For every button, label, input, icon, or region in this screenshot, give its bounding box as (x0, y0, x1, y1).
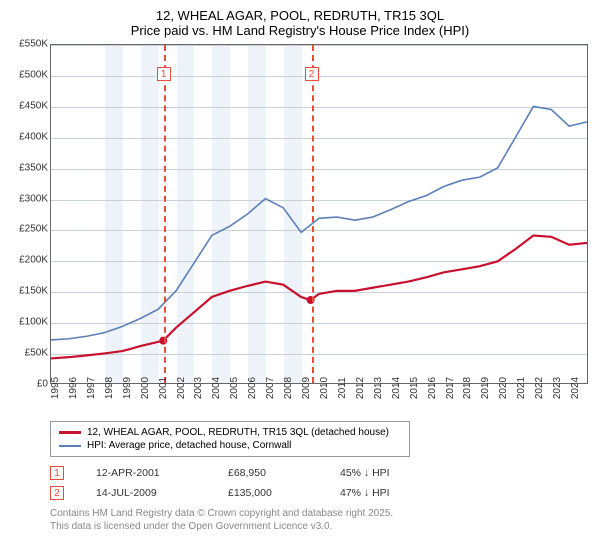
transaction-marker: 2 (50, 486, 64, 500)
x-tick-label: 2007 (265, 377, 276, 399)
x-tick-label: 2024 (570, 377, 581, 399)
x-tick-label: 2019 (480, 377, 491, 399)
marker-box: 2 (305, 67, 319, 81)
x-tick-label: 2023 (552, 377, 563, 399)
y-tick-label: £450K (19, 100, 48, 111)
x-tick-label: 1996 (68, 377, 79, 399)
title-line1: 12, WHEAL AGAR, POOL, REDRUTH, TR15 3QL (12, 8, 588, 23)
x-tick-label: 2021 (516, 377, 527, 399)
transaction-row: 1 12-APR-2001 £68,950 45% ↓ HPI (50, 463, 588, 483)
y-tick-label: £150K (19, 286, 48, 297)
x-tick-label: 2008 (283, 377, 294, 399)
series-hpi (51, 106, 587, 340)
transaction-date: 12-APR-2001 (96, 467, 196, 479)
series-price_paid (51, 235, 587, 358)
plot: 12 (50, 44, 588, 384)
y-tick-label: £250K (19, 224, 48, 235)
transaction-date: 14-JUL-2009 (96, 487, 196, 499)
legend-swatch (59, 431, 81, 434)
x-tick-label: 2015 (409, 377, 420, 399)
y-tick-label: £50K (25, 348, 48, 359)
x-tick-label: 2001 (158, 377, 169, 399)
transactions-table: 1 12-APR-2001 £68,950 45% ↓ HPI 2 14-JUL-2009… (50, 463, 588, 503)
x-tick-label: 2009 (301, 377, 312, 399)
marker-line (312, 45, 314, 383)
transaction-price: £135,000 (228, 487, 308, 499)
y-tick-label: £550K (19, 39, 48, 50)
chart-svg (51, 45, 587, 383)
legend-item: 12, WHEAL AGAR, POOL, REDRUTH, TR15 3QL … (59, 426, 401, 439)
x-tick-label: 2018 (462, 377, 473, 399)
transaction-price: £68,950 (228, 467, 308, 479)
x-tick-label: 1995 (50, 377, 61, 399)
x-tick-label: 2020 (498, 377, 509, 399)
y-tick-label: £200K (19, 255, 48, 266)
footer: Contains HM Land Registry data © Crown c… (50, 507, 588, 533)
x-tick-label: 1999 (122, 377, 133, 399)
x-tick-label: 2003 (193, 377, 204, 399)
x-tick-label: 2013 (373, 377, 384, 399)
y-tick-label: £300K (19, 193, 48, 204)
y-axis: £0£50K£100K£150K£200K£250K£300K£350K£400… (12, 44, 50, 384)
chart-area: £0 £50K £100K £150K £200K £250K £300K £350K £400… (12, 44, 588, 419)
footer-line2: This data is licensed under the Open Gov… (50, 520, 588, 533)
x-tick-label: 1997 (86, 377, 97, 399)
transaction-delta: 45% ↓ HPI (340, 467, 390, 479)
marker-line (164, 45, 166, 383)
x-tick-label: 2022 (534, 377, 545, 399)
x-tick-label: 2016 (427, 377, 438, 399)
x-tick-label: 2017 (445, 377, 456, 399)
legend: 12, WHEAL AGAR, POOL, REDRUTH, TR15 3QL … (50, 421, 410, 457)
x-tick-label: 2011 (337, 377, 348, 399)
transaction-delta: 47% ↓ HPI (340, 487, 390, 499)
footer-line1: Contains HM Land Registry data © Crown c… (50, 507, 588, 520)
y-tick-label: £0 (37, 379, 48, 390)
x-tick-label: 2006 (247, 377, 258, 399)
chart-container: 12, WHEAL AGAR, POOL, REDRUTH, TR15 3QL … (0, 0, 600, 560)
legend-label: 12, WHEAL AGAR, POOL, REDRUTH, TR15 3QL … (87, 427, 389, 438)
y-tick-label: £400K (19, 131, 48, 142)
x-tick-label: 2004 (211, 377, 222, 399)
x-tick-label: 2000 (140, 377, 151, 399)
transaction-row: 2 14-JUL-2009 £135,000 47% ↓ HPI (50, 483, 588, 503)
x-tick-label: 2010 (319, 377, 330, 399)
y-tick-label: £350K (19, 162, 48, 173)
transaction-marker: 1 (50, 466, 64, 480)
legend-swatch (59, 445, 81, 447)
x-tick-label: 1998 (104, 377, 115, 399)
title-line2: Price paid vs. HM Land Registry's House … (12, 23, 588, 38)
x-axis: 1995199619971998199920002001200220032004… (50, 384, 588, 419)
x-tick-label: 2014 (391, 377, 402, 399)
x-tick-label: 2005 (229, 377, 240, 399)
y-tick-label: £100K (19, 317, 48, 328)
x-tick-label: 2002 (176, 377, 187, 399)
legend-item: HPI: Average price, detached house, Corn… (59, 439, 401, 452)
marker-box: 1 (157, 67, 171, 81)
x-tick-label: 2012 (355, 377, 366, 399)
y-tick-label: £500K (19, 69, 48, 80)
legend-label: HPI: Average price, detached house, Corn… (87, 440, 291, 451)
